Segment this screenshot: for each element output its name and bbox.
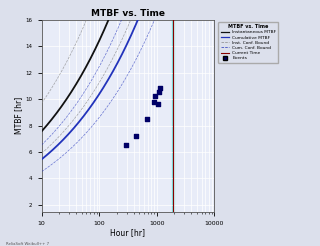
Bar: [172, 20, 174, 212]
Title: MTBF vs. Time: MTBF vs. Time: [91, 9, 165, 17]
Point: [153, 94, 158, 98]
Point: [155, 102, 160, 106]
Point: [158, 87, 163, 91]
Point: [133, 134, 138, 138]
Point: [123, 143, 128, 147]
Point: [156, 91, 162, 94]
Text: ReliaSoft Weibull++ 7: ReliaSoft Weibull++ 7: [6, 242, 50, 246]
Legend: Instantaneous MTBF, Cumulative MTBF, Inst. Conf. Bound, Cum. Conf. Bound, Curren: Instantaneous MTBF, Cumulative MTBF, Ins…: [218, 22, 278, 63]
X-axis label: Hour [hr]: Hour [hr]: [110, 228, 146, 237]
Y-axis label: MTBF [hr]: MTBF [hr]: [14, 97, 23, 134]
Point: [145, 117, 150, 121]
Point: [151, 100, 156, 104]
